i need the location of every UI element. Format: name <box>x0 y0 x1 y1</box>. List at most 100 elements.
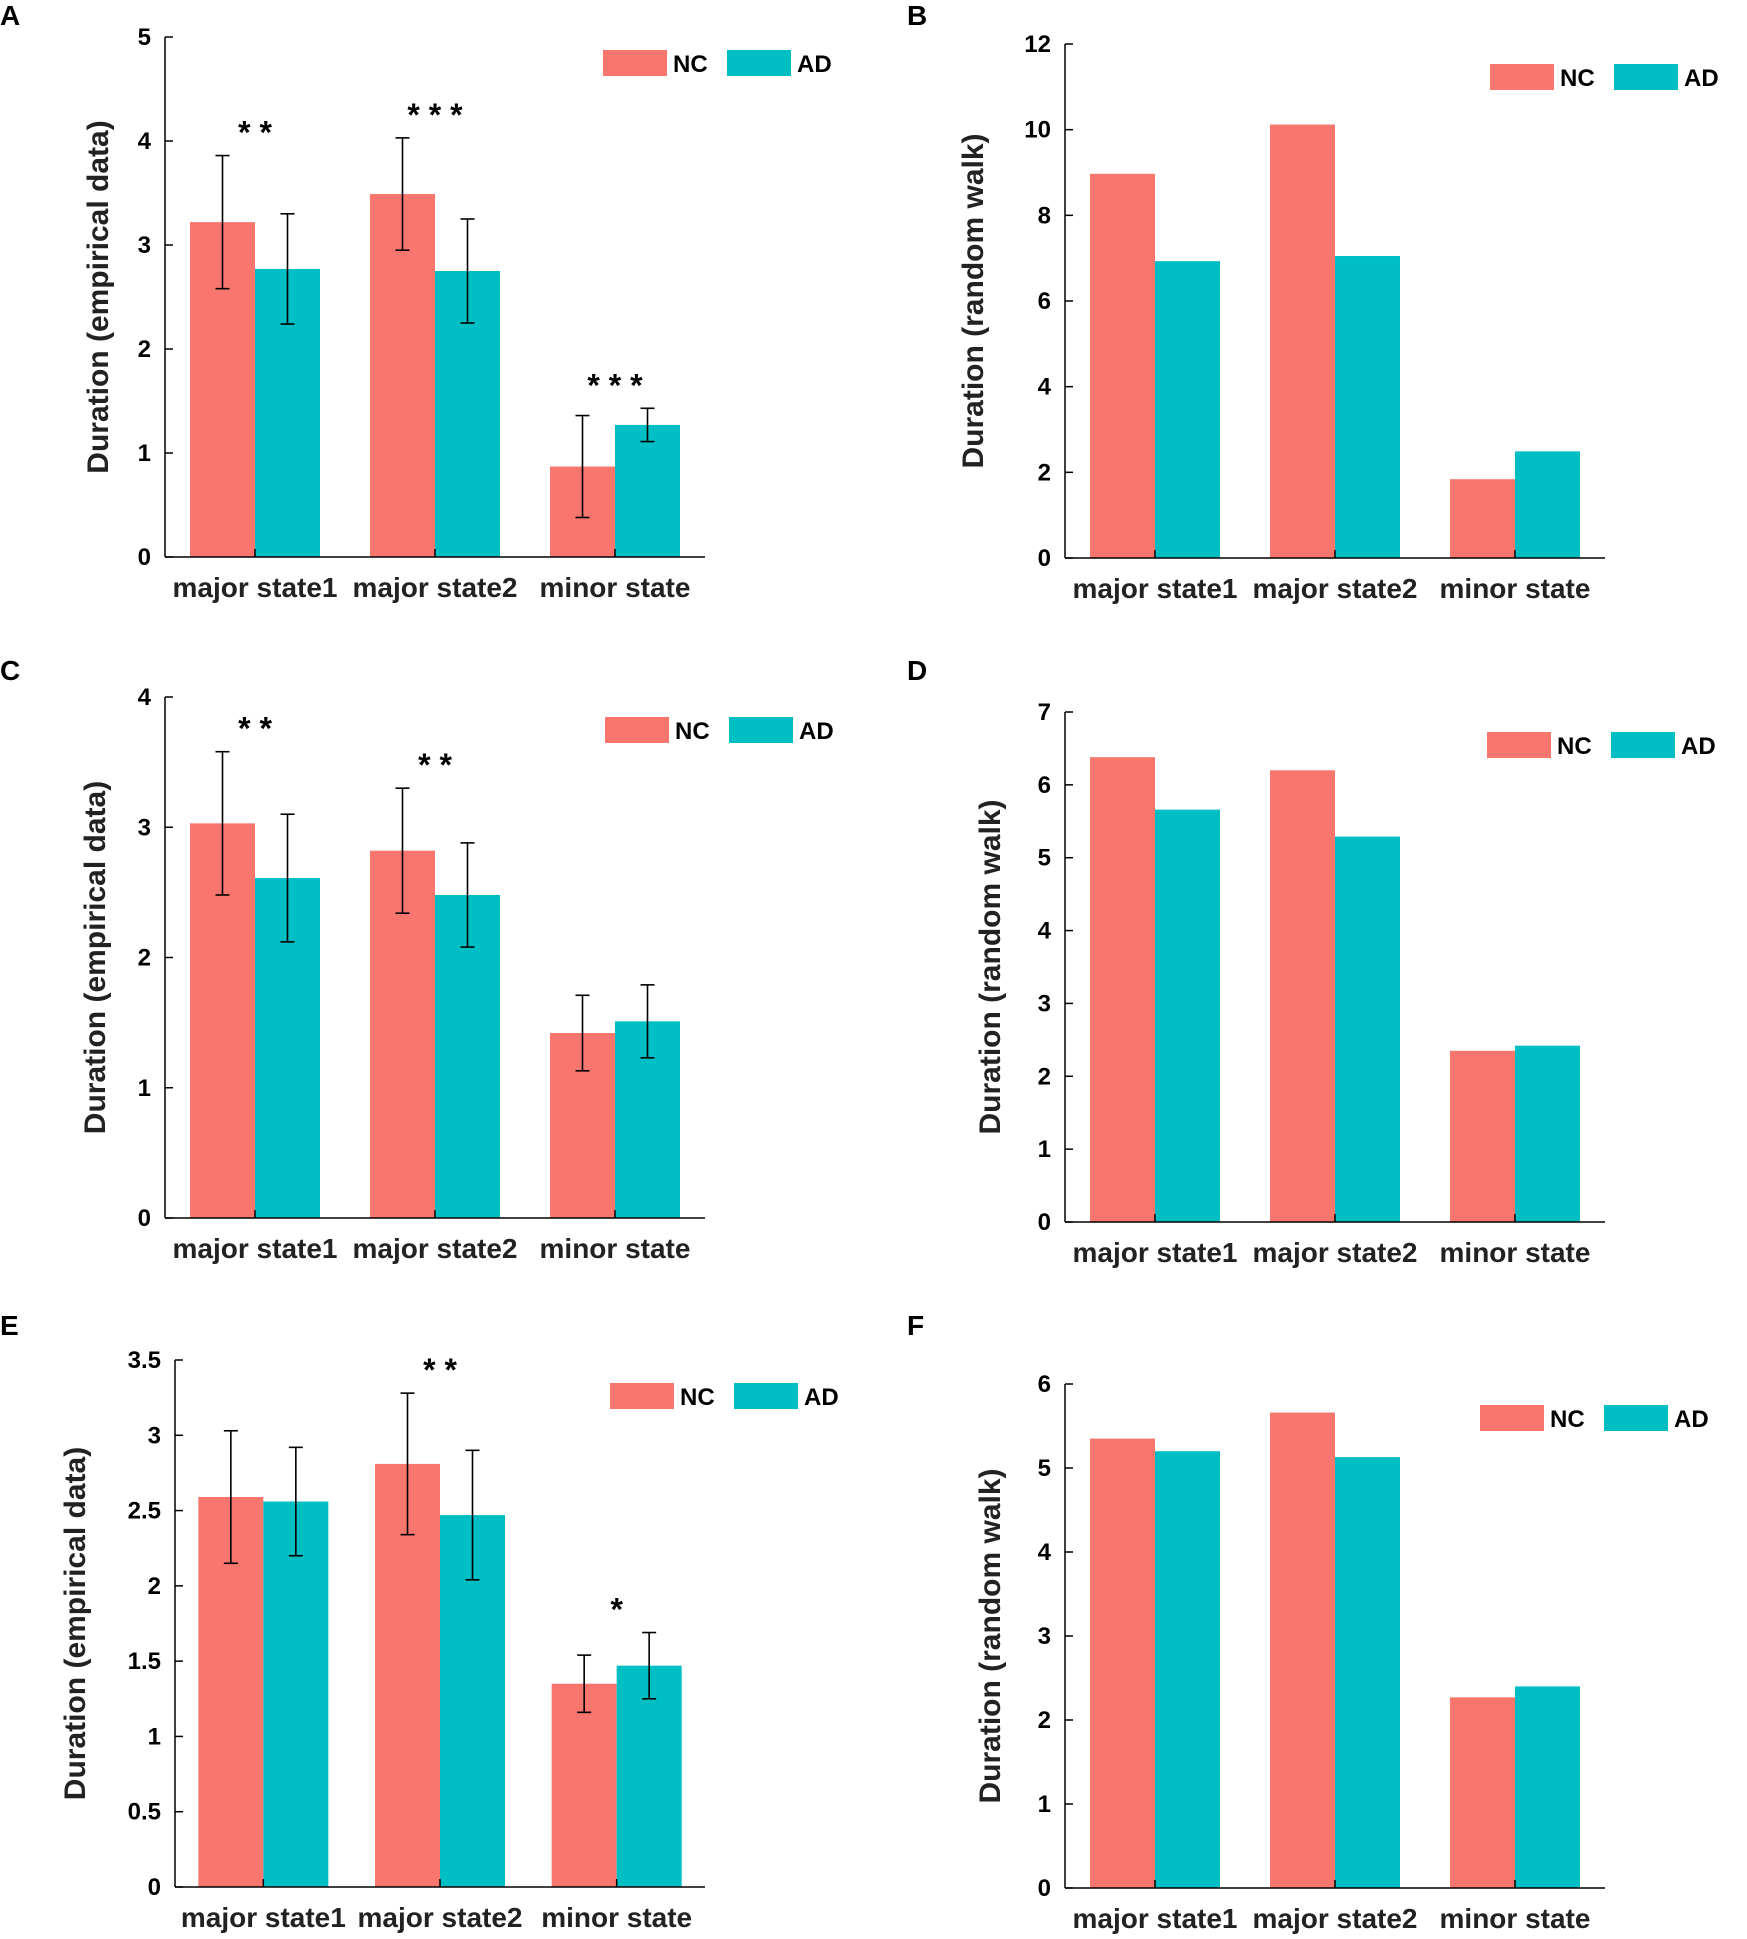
bar-ad <box>1155 1451 1220 1888</box>
legend-swatch-nc <box>603 50 667 76</box>
bar-ad <box>1515 1045 1580 1222</box>
x-tick-label: major state2 <box>353 1233 518 1264</box>
y-tick-label: 4 <box>1038 374 1052 401</box>
bar-nc <box>1270 770 1335 1222</box>
bar-ad <box>1335 1457 1400 1888</box>
chart-a: * * * * * * * * 0 1 2 3 4 5 major state1 major sta… <box>82 24 832 603</box>
y-axis-label: Duration (random walk) <box>957 133 990 468</box>
x-tick-label: minor state <box>540 572 691 603</box>
y-tick-label: 2 <box>1038 459 1051 486</box>
y-tick-label: 2 <box>138 945 151 972</box>
legend-label-ad: AD <box>1681 733 1716 760</box>
panel-letter: B <box>907 0 928 31</box>
panel-letter: D <box>907 655 928 686</box>
legend-swatch-ad <box>734 1383 798 1409</box>
y-tick-label: 3 <box>1038 990 1051 1017</box>
significance-marker: * * <box>238 711 272 747</box>
y-tick-label: 2 <box>1038 1707 1051 1734</box>
y-tick-label: 1 <box>138 440 151 467</box>
panel-c: C * * * * 0 1 2 3 4 major state1 major state2 min… <box>0 655 870 1295</box>
y-tick-label: 5 <box>1038 1455 1051 1482</box>
x-tick-label: major state1 <box>173 572 338 603</box>
legend-swatch-ad <box>729 717 793 743</box>
y-tick-label: 4 <box>1038 1539 1052 1566</box>
y-axis-label: Duration (empirical data) <box>59 1447 92 1800</box>
x-tick-label: major state2 <box>1253 573 1418 604</box>
significance-marker: * * <box>238 115 272 151</box>
bar-ad <box>1515 1686 1580 1888</box>
y-tick-label: 3.5 <box>128 1347 161 1374</box>
y-tick-label: 1 <box>1038 1136 1051 1163</box>
legend-label-ad: AD <box>799 718 834 745</box>
x-tick-label: minor state <box>1440 573 1591 604</box>
x-tick-label: major state1 <box>173 1233 338 1264</box>
legend-label-ad: AD <box>804 1384 839 1411</box>
legend-swatch-nc <box>1490 64 1554 90</box>
x-tick-label: major state1 <box>1073 1903 1238 1934</box>
x-tick-label: minor state <box>540 1233 691 1264</box>
bar-nc <box>1270 1412 1335 1888</box>
bar-nc <box>1450 479 1515 558</box>
y-axis-label: Duration (empirical data) <box>79 781 112 1134</box>
y-tick-label: 4 <box>138 128 152 155</box>
significance-marker: * * * <box>407 97 463 133</box>
panel-letter: E <box>0 1310 19 1341</box>
legend-label-nc: NC <box>673 51 708 78</box>
y-tick-label: 3 <box>138 814 151 841</box>
bar-nc <box>1090 173 1155 558</box>
y-tick-label: 2.5 <box>128 1498 161 1525</box>
y-tick-label: 0.5 <box>128 1799 161 1826</box>
legend-label-ad: AD <box>1684 65 1719 92</box>
y-tick-label: 5 <box>1038 845 1051 872</box>
legend-swatch-ad <box>1611 732 1675 758</box>
bar-ad <box>1335 256 1400 558</box>
y-tick-label: 2 <box>138 336 151 363</box>
bar-ad <box>1155 809 1220 1222</box>
y-tick-label: 1 <box>1038 1791 1051 1818</box>
y-axis-label: Duration (empirical data) <box>82 120 115 473</box>
significance-marker: * * * <box>587 367 643 403</box>
bar-ad <box>435 894 500 1218</box>
y-axis-label: Duration (random walk) <box>974 799 1007 1134</box>
legend-swatch-ad <box>1614 64 1678 90</box>
chart-f: 0 1 2 3 4 5 6 major state1 major state2 minor sta… <box>974 1371 1709 1934</box>
panel-letter: C <box>0 655 21 686</box>
y-tick-label: 8 <box>1038 202 1051 229</box>
x-tick-label: minor state <box>1440 1903 1591 1934</box>
significance-marker: * * <box>423 1352 457 1388</box>
y-tick-label: 0 <box>138 544 151 571</box>
legend-swatch-ad <box>727 50 791 76</box>
x-tick-label: major state2 <box>353 572 518 603</box>
y-tick-label: 3 <box>1038 1623 1051 1650</box>
legend-swatch-nc <box>610 1383 674 1409</box>
y-tick-label: 3 <box>138 232 151 259</box>
chart-c: * * * * 0 1 2 3 4 major state1 major state2 minor… <box>79 684 834 1264</box>
bar-nc <box>1270 124 1335 558</box>
y-tick-label: 5 <box>138 24 151 51</box>
y-tick-label: 2 <box>148 1573 161 1600</box>
y-tick-label: 7 <box>1038 699 1051 726</box>
legend-swatch-nc <box>1480 1405 1544 1431</box>
y-tick-label: 6 <box>1038 288 1051 315</box>
chart-d: 0 1 2 3 4 5 6 7 major state1 major state2 minor st… <box>974 699 1716 1268</box>
bar-nc <box>1450 1697 1515 1888</box>
legend-label-nc: NC <box>1550 1406 1585 1433</box>
panel-letter: A <box>0 0 21 31</box>
y-tick-label: 0 <box>1038 545 1051 572</box>
chart-e: * * * 0 0.5 1 1.5 2 2.5 3 3.5 major state1 major st… <box>59 1347 839 1933</box>
bar-ad <box>616 1665 682 1887</box>
x-tick-label: major state2 <box>1253 1237 1418 1268</box>
y-tick-label: 2 <box>1038 1063 1051 1090</box>
significance-marker: * * <box>418 747 452 783</box>
y-tick-label: 4 <box>1038 918 1052 945</box>
x-tick-label: major state1 <box>181 1902 346 1933</box>
legend-swatch-nc <box>1487 732 1551 758</box>
bar-nc <box>370 194 435 558</box>
y-axis-label: Duration (random walk) <box>974 1468 1007 1803</box>
y-tick-label: 0 <box>1038 1875 1051 1902</box>
legend-swatch-nc <box>605 717 669 743</box>
panel-a: A * * * * * * * * 0 1 2 3 4 5 major state1 major s… <box>0 0 870 640</box>
x-tick-label: major state1 <box>1073 1237 1238 1268</box>
y-tick-label: 6 <box>1038 772 1051 799</box>
panel-f: F 0 1 2 3 4 5 6 major state1 major state2 minor s… <box>880 1310 1747 1939</box>
